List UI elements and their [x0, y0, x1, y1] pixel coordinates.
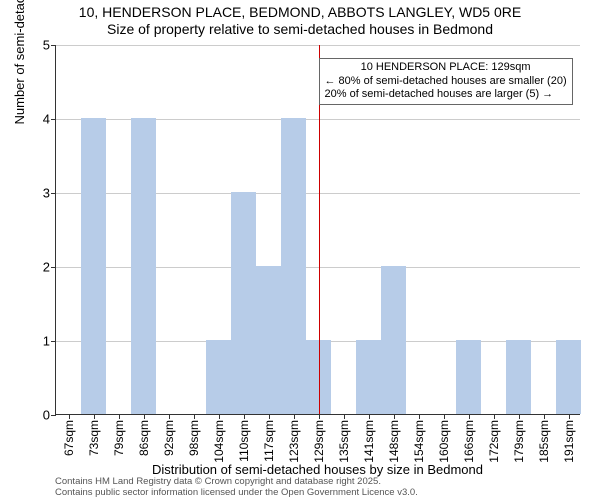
footer-line-2: Contains public sector information licen… [55, 488, 418, 498]
histogram-bar [81, 118, 106, 414]
x-tick-mark [419, 414, 420, 419]
x-tick-mark [569, 414, 570, 419]
histogram-bar [506, 340, 531, 414]
histogram-bar [231, 192, 256, 414]
chart-title: 10, HENDERSON PLACE, BEDMOND, ABBOTS LAN… [0, 4, 600, 38]
x-tick-label: 185sqm [537, 420, 551, 463]
y-tick-label: 3 [43, 186, 50, 201]
x-tick-mark [144, 414, 145, 419]
histogram-bar [281, 118, 306, 414]
x-tick-label: 110sqm [237, 420, 251, 462]
y-tick-label: 5 [43, 38, 50, 53]
footer-line-1: Contains HM Land Registry data © Crown c… [55, 477, 418, 487]
x-tick-label: 191sqm [562, 420, 576, 463]
y-tick-mark [51, 119, 56, 120]
callout-line: 10 HENDERSON PLACE: 129sqm [325, 61, 567, 75]
chart-root: 10, HENDERSON PLACE, BEDMOND, ABBOTS LAN… [0, 0, 600, 500]
x-tick-label: 79sqm [112, 420, 126, 456]
x-tick-label: 179sqm [512, 420, 526, 463]
x-axis-label: Distribution of semi-detached houses by … [55, 462, 580, 477]
footer-attribution: Contains HM Land Registry data © Crown c… [55, 477, 418, 498]
x-tick-label: 166sqm [462, 420, 476, 463]
x-tick-mark [469, 414, 470, 419]
x-tick-label: 141sqm [362, 420, 376, 463]
x-tick-mark [444, 414, 445, 419]
x-tick-mark [544, 414, 545, 419]
y-axis-label: Number of semi-detached properties [12, 0, 27, 125]
x-tick-mark [269, 414, 270, 419]
x-tick-mark [294, 414, 295, 419]
histogram-bar [256, 266, 281, 414]
histogram-bar [206, 340, 231, 414]
x-tick-label: 98sqm [187, 420, 201, 456]
y-tick-mark [51, 267, 56, 268]
histogram-bar [456, 340, 481, 414]
y-tick-mark [51, 193, 56, 194]
y-tick-label: 1 [43, 334, 50, 349]
y-tick-mark [51, 45, 56, 46]
callout-line: ← 80% of semi-detached houses are smalle… [325, 75, 567, 89]
histogram-bar [381, 266, 406, 414]
y-tick-mark [51, 341, 56, 342]
x-tick-label: 172sqm [487, 420, 501, 463]
x-tick-mark [194, 414, 195, 419]
x-tick-label: 123sqm [287, 420, 301, 463]
x-tick-mark [519, 414, 520, 419]
callout-line: 20% of semi-detached houses are larger (… [325, 88, 567, 102]
x-tick-label: 160sqm [437, 420, 451, 463]
x-tick-label: 73sqm [87, 420, 101, 456]
x-tick-label: 67sqm [62, 420, 76, 456]
x-tick-mark [344, 414, 345, 419]
histogram-bar [131, 118, 156, 414]
x-tick-mark [319, 414, 320, 419]
y-tick-label: 2 [43, 260, 50, 275]
x-tick-label: 148sqm [387, 420, 401, 463]
x-tick-mark [169, 414, 170, 419]
x-tick-mark [244, 414, 245, 419]
x-tick-label: 154sqm [412, 420, 426, 463]
x-tick-mark [494, 414, 495, 419]
x-tick-label: 86sqm [137, 420, 151, 456]
histogram-bar [556, 340, 581, 414]
plot-area: 01234567sqm73sqm79sqm86sqm92sqm98sqm104s… [55, 45, 580, 415]
title-line-1: 10, HENDERSON PLACE, BEDMOND, ABBOTS LAN… [0, 4, 600, 21]
x-tick-label: 135sqm [337, 420, 351, 463]
x-tick-label: 92sqm [162, 420, 176, 456]
x-tick-mark [219, 414, 220, 419]
y-tick-label: 0 [43, 408, 50, 423]
x-tick-label: 117sqm [262, 420, 276, 462]
x-tick-label: 129sqm [312, 420, 326, 463]
y-tick-mark [51, 415, 56, 416]
title-line-2: Size of property relative to semi-detach… [0, 21, 600, 38]
callout-box: 10 HENDERSON PLACE: 129sqm← 80% of semi-… [319, 58, 573, 105]
histogram-bar [356, 340, 381, 414]
y-tick-label: 4 [43, 112, 50, 127]
x-tick-mark [94, 414, 95, 419]
x-tick-label: 104sqm [212, 420, 226, 463]
x-tick-mark [69, 414, 70, 419]
x-tick-mark [394, 414, 395, 419]
x-tick-mark [369, 414, 370, 419]
x-tick-mark [119, 414, 120, 419]
